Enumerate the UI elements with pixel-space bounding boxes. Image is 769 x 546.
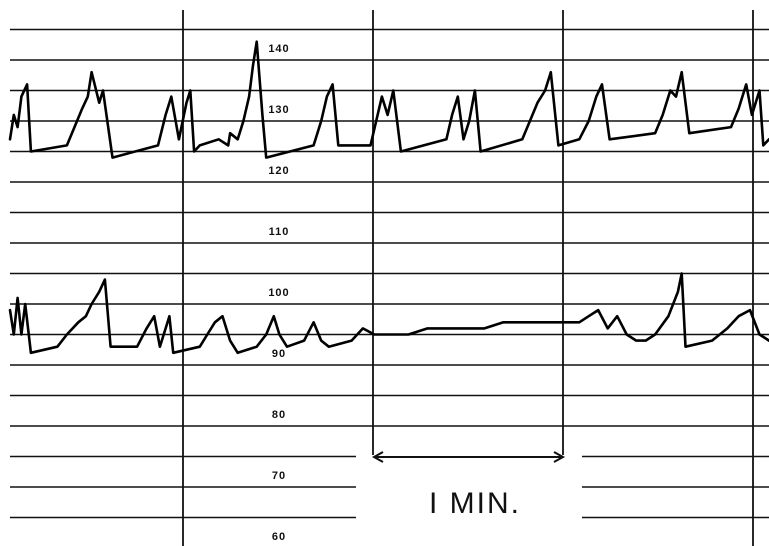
time-scale-bar: I MIN. bbox=[356, 451, 582, 546]
chart-grid bbox=[10, 28, 769, 519]
tick-label-halo bbox=[262, 408, 296, 421]
lower-trace bbox=[8, 272, 769, 355]
tick-label-halo bbox=[262, 530, 296, 543]
tick-label-halo bbox=[262, 103, 296, 116]
y-tick-label: 120 bbox=[268, 165, 289, 177]
y-tick-labels: 140 130 120 110 100 90 80 70 60 bbox=[262, 42, 296, 543]
y-tick-label: 70 bbox=[272, 470, 286, 482]
tick-label-halo bbox=[262, 347, 296, 360]
y-tick-label: 90 bbox=[272, 348, 286, 360]
y-tick-label: 130 bbox=[268, 104, 289, 116]
upper-trace bbox=[8, 40, 769, 159]
y-tick-label: 100 bbox=[268, 287, 289, 299]
y-tick-label: 110 bbox=[269, 226, 290, 238]
tick-label-halo bbox=[262, 164, 296, 177]
scale-bar-right-arrow bbox=[553, 451, 566, 463]
data-traces bbox=[8, 40, 769, 355]
tick-label-halo bbox=[262, 469, 296, 482]
y-tick-label: 140 bbox=[268, 43, 289, 55]
scale-label-background bbox=[356, 455, 582, 546]
tick-label-halo bbox=[262, 225, 296, 238]
tick-label-halo bbox=[262, 286, 296, 299]
y-tick-label: 60 bbox=[272, 531, 286, 543]
scale-bar-left-arrow bbox=[371, 451, 384, 463]
tick-label-halo bbox=[262, 42, 296, 55]
scale-bar-label: I MIN. bbox=[429, 487, 521, 520]
y-tick-label: 80 bbox=[272, 409, 286, 421]
